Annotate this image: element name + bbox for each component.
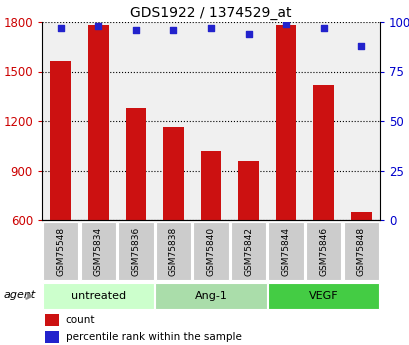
Point [95, 23, 101, 29]
Point [357, 43, 364, 49]
Text: untreated: untreated [71, 291, 126, 301]
Bar [230, 222, 265, 280]
Bar [238, 161, 258, 319]
Bar [200, 151, 221, 319]
Bar [268, 222, 303, 280]
Bar [118, 222, 153, 280]
Bar [43, 283, 153, 309]
Text: percentile rank within the sample: percentile rank within the sample [65, 332, 241, 342]
Text: GSM75846: GSM75846 [318, 226, 327, 276]
Text: GSM75548: GSM75548 [56, 226, 65, 276]
Bar [43, 222, 78, 280]
Text: agent: agent [3, 289, 36, 299]
Text: VEGF: VEGF [308, 291, 338, 301]
Bar [267, 283, 378, 309]
Text: GSM75838: GSM75838 [169, 226, 178, 276]
Point [132, 27, 139, 33]
Text: Ang-1: Ang-1 [194, 291, 227, 301]
Bar [155, 283, 266, 309]
Bar [125, 108, 146, 319]
Point [170, 27, 176, 33]
Text: count: count [65, 315, 95, 325]
Bar [305, 222, 340, 280]
Point [245, 31, 251, 37]
Bar [193, 222, 228, 280]
Text: GSM75836: GSM75836 [131, 226, 140, 276]
Text: GSM75848: GSM75848 [356, 226, 365, 276]
Bar [50, 61, 71, 319]
Bar [312, 85, 333, 319]
Text: GSM75840: GSM75840 [206, 226, 215, 276]
Title: GDS1922 / 1374529_at: GDS1922 / 1374529_at [130, 6, 291, 20]
Bar [343, 222, 378, 280]
Bar [45, 314, 59, 326]
Text: GSM75844: GSM75844 [281, 227, 290, 276]
Point [207, 25, 214, 31]
Bar [163, 127, 183, 319]
Point [282, 21, 289, 27]
Bar [88, 25, 108, 319]
Point [319, 25, 326, 31]
Bar [275, 25, 296, 319]
Text: GSM75834: GSM75834 [94, 226, 103, 276]
Bar [45, 331, 59, 343]
Text: GSM75842: GSM75842 [243, 227, 252, 276]
Bar [350, 212, 371, 319]
Bar [81, 222, 116, 280]
Bar [155, 222, 191, 280]
Point [57, 25, 64, 31]
